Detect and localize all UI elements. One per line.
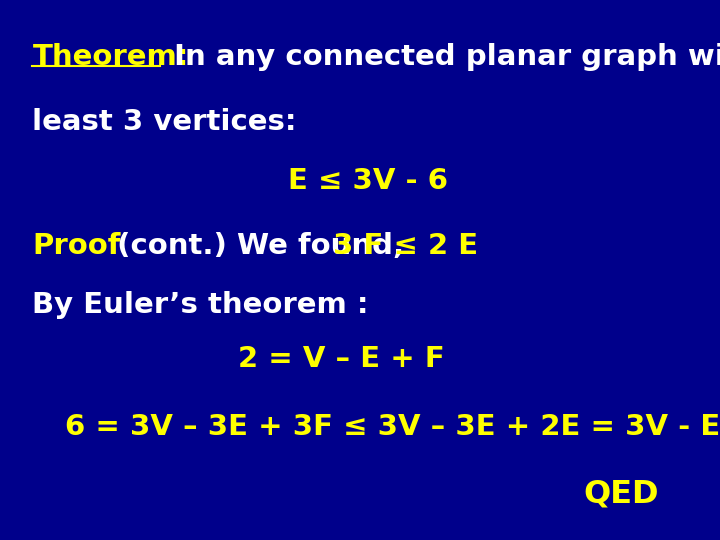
Text: least 3 vertices:: least 3 vertices:: [32, 107, 297, 136]
Text: (cont.) We found,: (cont.) We found,: [107, 232, 414, 260]
Text: By Euler’s theorem :: By Euler’s theorem :: [32, 291, 369, 319]
Text: Theorem:: Theorem:: [32, 43, 189, 71]
Text: E ≤ 3V - 6: E ≤ 3V - 6: [288, 167, 448, 195]
Text: 6 = 3V – 3E + 3F ≤ 3V – 3E + 2E = 3V - E: 6 = 3V – 3E + 3F ≤ 3V – 3E + 2E = 3V - E: [65, 413, 720, 441]
Text: QED: QED: [583, 478, 659, 510]
Text: In any connected planar graph with at: In any connected planar graph with at: [164, 43, 720, 71]
Text: Proof: Proof: [32, 232, 121, 260]
Text: 2 = V – E + F: 2 = V – E + F: [238, 345, 444, 373]
Text: 3 F ≤ 2 E: 3 F ≤ 2 E: [333, 232, 478, 260]
